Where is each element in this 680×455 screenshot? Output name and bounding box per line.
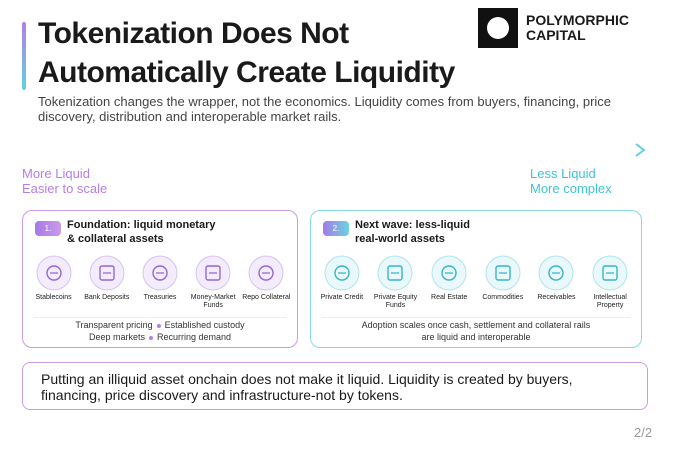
asset-icon bbox=[195, 255, 231, 291]
asset-icon bbox=[538, 255, 574, 291]
panel-title-line: real-world assets bbox=[355, 233, 445, 245]
scale-label: Easier to scale bbox=[22, 181, 108, 196]
asset-label: Private Credit bbox=[320, 294, 364, 301]
title-bar bbox=[22, 22, 26, 90]
asset-item: Commodities bbox=[477, 255, 529, 310]
conclusion: Putting an illiquid asset onchain does n… bbox=[22, 362, 648, 410]
title: Tokenization Does Not Automatically Crea… bbox=[38, 14, 455, 92]
asset-item: Receivables bbox=[530, 255, 582, 310]
page-number: 2/2 bbox=[634, 425, 653, 440]
logo-text: POLYMORPHIC CAPITAL bbox=[526, 13, 629, 43]
note: Deep markets bbox=[88, 332, 145, 342]
panel-notes: Transparent pricing Established custody De… bbox=[23, 319, 297, 343]
panel-title-line: Foundation: liquid monetary bbox=[67, 219, 216, 231]
asset-item: Real Estate bbox=[423, 255, 475, 310]
panel: 1. Foundation: liquid monetary & collatera… bbox=[22, 210, 298, 348]
asset-label: Stablecoins bbox=[35, 294, 72, 301]
asset-item: Repo Collateral bbox=[240, 255, 292, 310]
note: Established custody bbox=[164, 320, 245, 330]
note: Recurring demand bbox=[156, 332, 232, 342]
scale-left: More Liquid Easier to scale bbox=[22, 166, 107, 196]
note: Transparent pricing bbox=[75, 320, 153, 330]
asset-item: Intellectual Property bbox=[584, 255, 636, 310]
asset-icon bbox=[377, 255, 413, 291]
subtitle: Tokenization changes the wrapper, not th… bbox=[38, 94, 612, 124]
note-line: Deep markets Recurring demand bbox=[23, 331, 297, 343]
badge: 1. bbox=[35, 221, 61, 236]
bullet bbox=[148, 335, 153, 340]
asset-label: Commodities bbox=[482, 294, 524, 301]
icon-row: Private Credit Private Equity Funds Real E… bbox=[315, 255, 637, 310]
asset-label: Intellectual Property bbox=[593, 294, 627, 309]
scale-label: Less Liquid bbox=[530, 166, 596, 181]
scale-arrow bbox=[22, 143, 646, 157]
note: are liquid and interoperable bbox=[421, 332, 531, 342]
bullet bbox=[156, 323, 161, 328]
asset-icon bbox=[142, 255, 178, 291]
separator bbox=[321, 317, 631, 318]
asset-label: Bank Deposits bbox=[84, 294, 130, 301]
asset-icon bbox=[431, 255, 467, 291]
logo-line: CAPITAL bbox=[526, 27, 586, 43]
icon-row: Stablecoins Bank Deposits Treasuries Money-… bbox=[27, 255, 293, 310]
note: Adoption scales once cash, settlement an… bbox=[361, 320, 591, 330]
title-line: Tokenization Does Not bbox=[38, 17, 349, 50]
asset-label: Real Estate bbox=[431, 294, 468, 301]
panel-title: Next wave: less-liquid real-world assets bbox=[355, 218, 470, 246]
scale-right: Less Liquid More complex bbox=[530, 166, 612, 196]
asset-label: Repo Collateral bbox=[242, 294, 291, 301]
asset-item: Bank Deposits bbox=[81, 255, 133, 310]
panel-notes: Adoption scales once cash, settlement an… bbox=[311, 319, 641, 343]
asset-label: Treasuries bbox=[143, 294, 177, 301]
note-line: Adoption scales once cash, settlement an… bbox=[311, 319, 641, 331]
asset-icon bbox=[248, 255, 284, 291]
asset-label: Money-Market Funds bbox=[190, 294, 236, 309]
panel: 2. Next wave: less-liquid real-world asset… bbox=[310, 210, 642, 348]
note-line: Transparent pricing Established custody bbox=[23, 319, 297, 331]
asset-item: Private Credit bbox=[316, 255, 368, 310]
scale-label: More Liquid bbox=[22, 166, 90, 181]
asset-icon bbox=[592, 255, 628, 291]
asset-item: Stablecoins bbox=[28, 255, 80, 310]
panel-title-line: & collateral assets bbox=[67, 233, 164, 245]
panel-title: Foundation: liquid monetary & collateral … bbox=[67, 218, 216, 246]
separator bbox=[33, 317, 287, 318]
asset-icon bbox=[324, 255, 360, 291]
asset-item: Private Equity Funds bbox=[369, 255, 421, 310]
asset-icon bbox=[485, 255, 521, 291]
title-line: Automatically Create Liquidity bbox=[38, 56, 455, 89]
asset-item: Treasuries bbox=[134, 255, 186, 310]
scale-label: More complex bbox=[530, 181, 612, 196]
asset-label: Private Equity Funds bbox=[373, 294, 418, 309]
badge: 2. bbox=[323, 221, 349, 236]
asset-icon bbox=[89, 255, 125, 291]
logo: POLYMORPHIC CAPITAL bbox=[478, 8, 629, 48]
logo-line: POLYMORPHIC bbox=[526, 12, 629, 28]
panel-title-line: Next wave: less-liquid bbox=[355, 219, 470, 231]
asset-item: Money-Market Funds bbox=[187, 255, 239, 310]
asset-icon bbox=[36, 255, 72, 291]
asset-label: Receivables bbox=[537, 294, 576, 301]
logo-mark bbox=[478, 8, 518, 48]
note-line: are liquid and interoperable bbox=[311, 331, 641, 343]
